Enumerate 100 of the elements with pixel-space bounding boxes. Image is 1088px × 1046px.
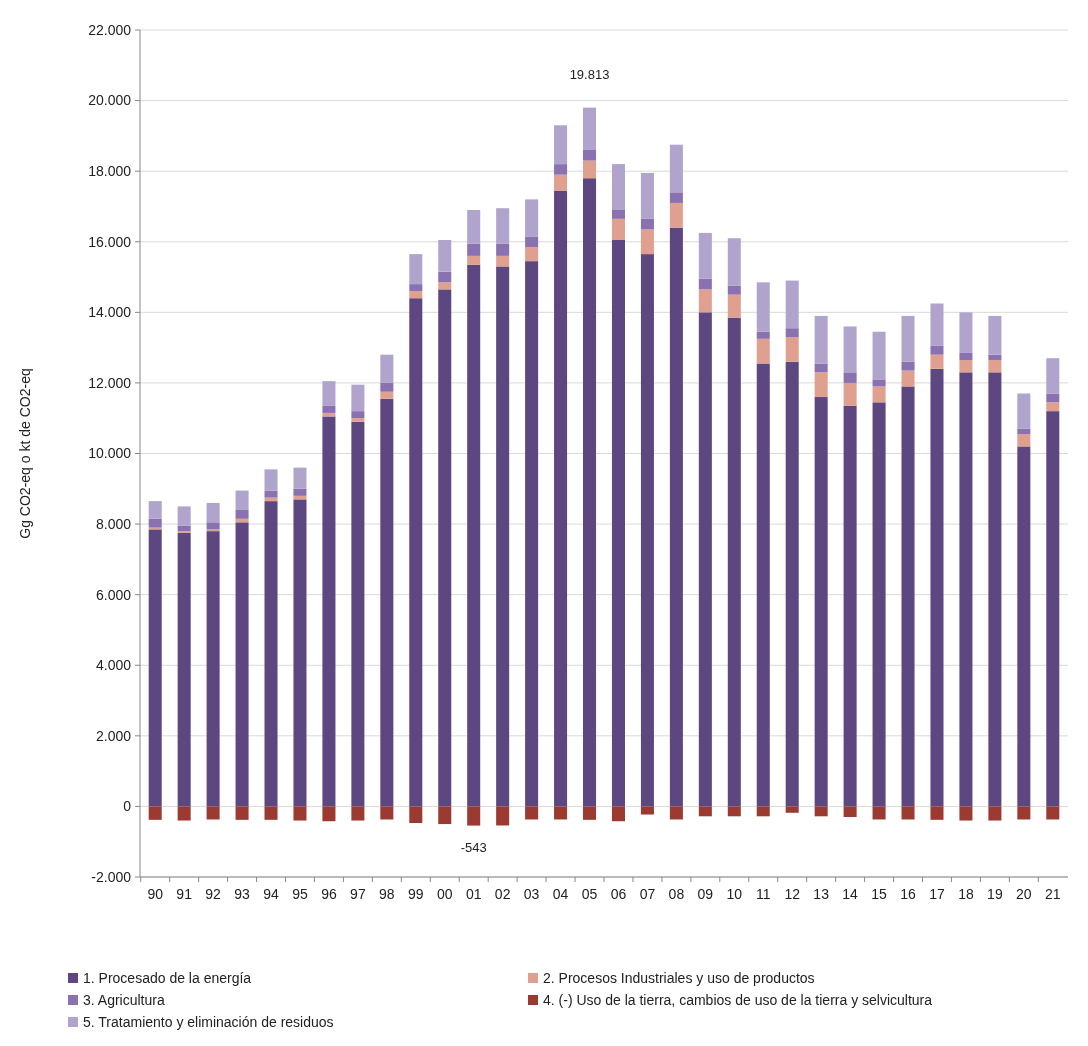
bar — [293, 806, 307, 821]
bar — [959, 312, 973, 353]
bar — [814, 363, 828, 373]
bar — [525, 806, 539, 820]
bar — [554, 164, 568, 175]
bar — [843, 806, 857, 817]
bar — [727, 285, 741, 295]
bar — [235, 509, 249, 519]
bar — [148, 806, 162, 820]
bar — [583, 107, 597, 150]
bar — [698, 232, 712, 279]
bar — [959, 359, 973, 373]
bar — [264, 490, 278, 498]
bar — [756, 806, 770, 817]
bar — [177, 806, 191, 821]
bar — [930, 303, 944, 346]
bar — [959, 372, 973, 807]
bar — [698, 278, 712, 290]
x-tick-label: 20 — [1016, 886, 1032, 902]
x-tick-label: 97 — [350, 886, 366, 902]
bar — [525, 199, 539, 237]
bar — [640, 254, 654, 807]
bar — [554, 806, 568, 820]
bar — [785, 337, 799, 362]
x-tick-label: 94 — [263, 886, 280, 902]
x-tick-label: 10 — [726, 886, 743, 902]
bar — [1046, 393, 1060, 403]
x-tick-label: 06 — [610, 886, 627, 902]
bar — [1046, 358, 1060, 394]
bar — [496, 806, 510, 826]
bar — [872, 386, 886, 403]
x-tick-label: 95 — [292, 886, 308, 902]
bar — [409, 806, 423, 823]
bar — [756, 363, 770, 807]
bar — [669, 806, 683, 820]
y-tick-label: 6.000 — [95, 586, 132, 603]
x-tick-label: 17 — [929, 886, 945, 902]
x-tick-label: 07 — [639, 886, 656, 902]
y-tick-label: 8.000 — [95, 515, 132, 532]
bar — [611, 209, 625, 219]
bar — [409, 298, 423, 807]
bar — [351, 806, 365, 821]
x-tick-label: 05 — [581, 886, 598, 902]
x-tick-label: 12 — [784, 886, 801, 902]
y-axis-title: Gg CO2-eq o kt de CO2-eq — [17, 368, 33, 539]
bar — [930, 345, 944, 355]
y-tick-label: 2.000 — [95, 727, 132, 744]
bar — [380, 806, 394, 820]
x-tick-label: 92 — [205, 886, 222, 902]
bar — [467, 264, 481, 807]
bar — [988, 315, 1002, 355]
bar — [698, 806, 712, 817]
y-tick-label: 14.000 — [88, 304, 132, 321]
bar — [814, 806, 828, 817]
bar — [496, 243, 510, 256]
bar — [467, 806, 481, 826]
legend-label: 3. Agricultura — [83, 991, 165, 1008]
bar — [583, 160, 597, 179]
bar — [351, 384, 365, 412]
bar — [206, 522, 220, 530]
y-tick-label: 20.000 — [88, 92, 132, 109]
bar — [235, 490, 249, 510]
bar — [930, 368, 944, 807]
bar — [814, 372, 828, 398]
x-tick-label: 00 — [436, 886, 453, 902]
bar — [1017, 806, 1031, 820]
bar — [206, 531, 220, 807]
bar — [206, 806, 220, 820]
bar — [1046, 402, 1060, 412]
legend-label: 4. (-) Uso de la tierra, cambios de uso de la tierra y selvicultura — [543, 991, 933, 1008]
bar — [756, 338, 770, 364]
x-tick-label: 15 — [871, 886, 888, 902]
legend-label: 5. Tratamiento y eliminación de residuos — [83, 1013, 334, 1030]
y-tick-label: 22.000 — [88, 21, 132, 38]
bar — [177, 532, 191, 807]
bar — [148, 529, 162, 807]
bar — [988, 806, 1002, 821]
bar — [206, 502, 220, 523]
bar — [438, 271, 452, 283]
bar — [293, 467, 307, 489]
bar — [351, 418, 365, 422]
x-tick-label: 99 — [408, 886, 424, 902]
bar — [380, 391, 394, 399]
x-tick-label: 11 — [755, 886, 771, 902]
bar — [438, 239, 452, 272]
y-tick-label: 10.000 — [88, 445, 132, 462]
bar — [785, 280, 799, 329]
bar — [1017, 434, 1031, 447]
bar — [785, 806, 799, 813]
bar — [467, 243, 481, 256]
bar — [901, 386, 915, 807]
bar — [698, 289, 712, 313]
bar — [293, 488, 307, 496]
bar — [727, 806, 741, 817]
bar — [525, 261, 539, 807]
bar — [640, 218, 654, 230]
bar — [843, 372, 857, 383]
bar — [727, 238, 741, 286]
y-tick-label: -2.000 — [91, 868, 132, 885]
bar — [959, 352, 973, 360]
